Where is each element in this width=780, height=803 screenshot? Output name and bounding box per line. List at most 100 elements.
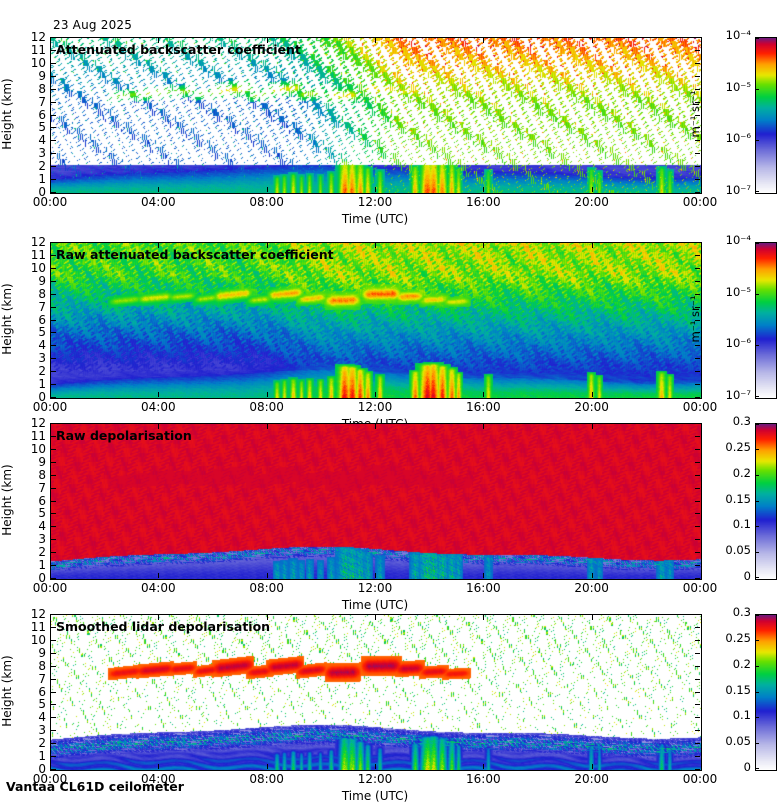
ytick-label: 4 <box>38 133 46 148</box>
xtick-label: 08:00 <box>249 195 284 209</box>
colorbar-tick-mark <box>755 345 759 347</box>
heatmap-raw-attenuated-backscatter <box>51 243 701 398</box>
ytick-mark <box>51 691 56 693</box>
ytick-label: 5 <box>38 120 46 135</box>
xtick-label: 04:00 <box>141 581 176 595</box>
ytick-mark <box>51 345 56 347</box>
xtick-mark <box>375 392 376 397</box>
colorbar-tick-label: 0.15 <box>725 491 751 506</box>
colorbar-tick-mark <box>755 615 759 616</box>
xtick-label: 16:00 <box>466 400 501 414</box>
colorbar-tick-mark <box>755 717 759 719</box>
ytick-mark-right <box>695 513 700 515</box>
ytick-mark-right <box>695 306 700 308</box>
xtick-label: 20:00 <box>574 400 609 414</box>
xtick-label: 12:00 <box>357 400 393 414</box>
xtick-mark <box>375 764 376 769</box>
ytick-mark <box>51 242 56 243</box>
xtick-mark-top <box>591 615 593 620</box>
ytick-label: 9 <box>38 273 46 288</box>
ytick-mark-right <box>695 88 700 90</box>
ytick-label: 3 <box>38 146 46 161</box>
ytick-mark <box>51 254 56 256</box>
colorbar-tick-mark <box>755 743 759 745</box>
colorbar-tick-label: 10⁻⁵ <box>725 284 751 299</box>
ytick-label: 1 <box>38 172 46 187</box>
ytick-label: 1 <box>38 749 46 764</box>
ytick-label: 12 <box>30 607 46 621</box>
xtick-mark-top <box>158 424 160 429</box>
ytick-mark <box>51 565 56 567</box>
ytick-label: 1 <box>38 558 46 573</box>
x-axis-label: Time (UTC) <box>341 212 409 226</box>
xtick-mark-top <box>591 38 593 43</box>
heatmap-raw-depolarisation <box>51 424 701 579</box>
xtick-label: 00:00 <box>32 195 68 209</box>
plot-area-raw-attenuated-backscatter[interactable] <box>50 242 702 399</box>
colorbar-tick-label: 10⁻⁴ <box>725 28 751 42</box>
ytick-mark <box>51 384 56 386</box>
colorbar-tick-mark <box>755 768 759 769</box>
ytick-label: 5 <box>38 325 46 340</box>
colorbar-tick-mark <box>755 191 759 192</box>
ytick-label: 8 <box>38 658 46 673</box>
xtick-mark-top <box>375 424 376 429</box>
ytick-mark-right <box>695 75 700 77</box>
colorbar-gradient <box>756 38 776 193</box>
colorbar-tick-label: 0.25 <box>725 630 751 645</box>
ytick-mark <box>51 397 56 398</box>
ytick-mark-right <box>695 397 700 398</box>
ytick-mark <box>51 358 56 360</box>
plot-area-raw-depolarisation[interactable] <box>50 423 702 580</box>
ytick-mark <box>51 626 56 628</box>
ytick-mark-right <box>695 487 700 489</box>
heatmap-attenuated-backscatter <box>51 38 701 193</box>
ytick-mark <box>51 140 56 142</box>
ytick-label: 7 <box>38 299 46 314</box>
plot-area-attenuated-backscatter[interactable] <box>50 37 702 194</box>
x-axis-label: Time (UTC) <box>341 789 409 803</box>
ytick-label: 6 <box>38 107 46 122</box>
ytick-mark-right <box>695 319 700 321</box>
ytick-label: 1 <box>38 377 46 392</box>
site-instrument-label: Vantaa CL61D ceilometer <box>6 779 184 794</box>
heatmap-smoothed-lidar-depolarisation <box>51 615 701 770</box>
xtick-mark <box>266 392 268 397</box>
ytick-label: 8 <box>38 286 46 301</box>
colorbar-tick-label: 0 <box>743 569 751 583</box>
xtick-mark <box>158 392 160 397</box>
xtick-mark <box>266 764 268 769</box>
ytick-mark <box>51 665 56 667</box>
xtick-label: 08:00 <box>249 772 284 786</box>
plot-area-smoothed-lidar-depolarisation[interactable] <box>50 614 702 771</box>
xtick-label: 20:00 <box>574 195 609 209</box>
colorbar-tick-mark <box>755 38 759 39</box>
xtick-mark-top <box>483 615 485 620</box>
xtick-mark-top <box>375 243 376 248</box>
ytick-mark-right <box>695 678 700 680</box>
ytick-label: 12 <box>30 30 46 44</box>
ytick-mark-right <box>695 743 700 745</box>
xtick-mark <box>375 187 376 192</box>
ytick-mark <box>51 526 56 528</box>
ytick-label: 5 <box>38 506 46 521</box>
ytick-mark <box>51 448 56 450</box>
xtick-mark <box>591 573 593 578</box>
colorbar-raw-attenuated-backscatter <box>755 242 777 399</box>
colorbar-tick-mark <box>755 88 759 90</box>
ytick-mark <box>51 435 56 437</box>
ytick-mark <box>51 487 56 489</box>
ytick-mark <box>51 500 56 502</box>
xtick-label: 00:00 <box>682 772 718 786</box>
ytick-mark <box>51 319 56 321</box>
ytick-mark <box>51 474 56 476</box>
ytick-label: 10 <box>30 55 46 70</box>
ytick-label: 10 <box>30 260 46 275</box>
ytick-label: 10 <box>30 632 46 647</box>
ytick-mark-right <box>695 717 700 719</box>
ytick-label: 4 <box>38 338 46 353</box>
xtick-mark-top <box>266 243 268 248</box>
ytick-label: 2 <box>38 364 46 379</box>
colorbar-tick-label: 0.3 <box>732 605 751 619</box>
